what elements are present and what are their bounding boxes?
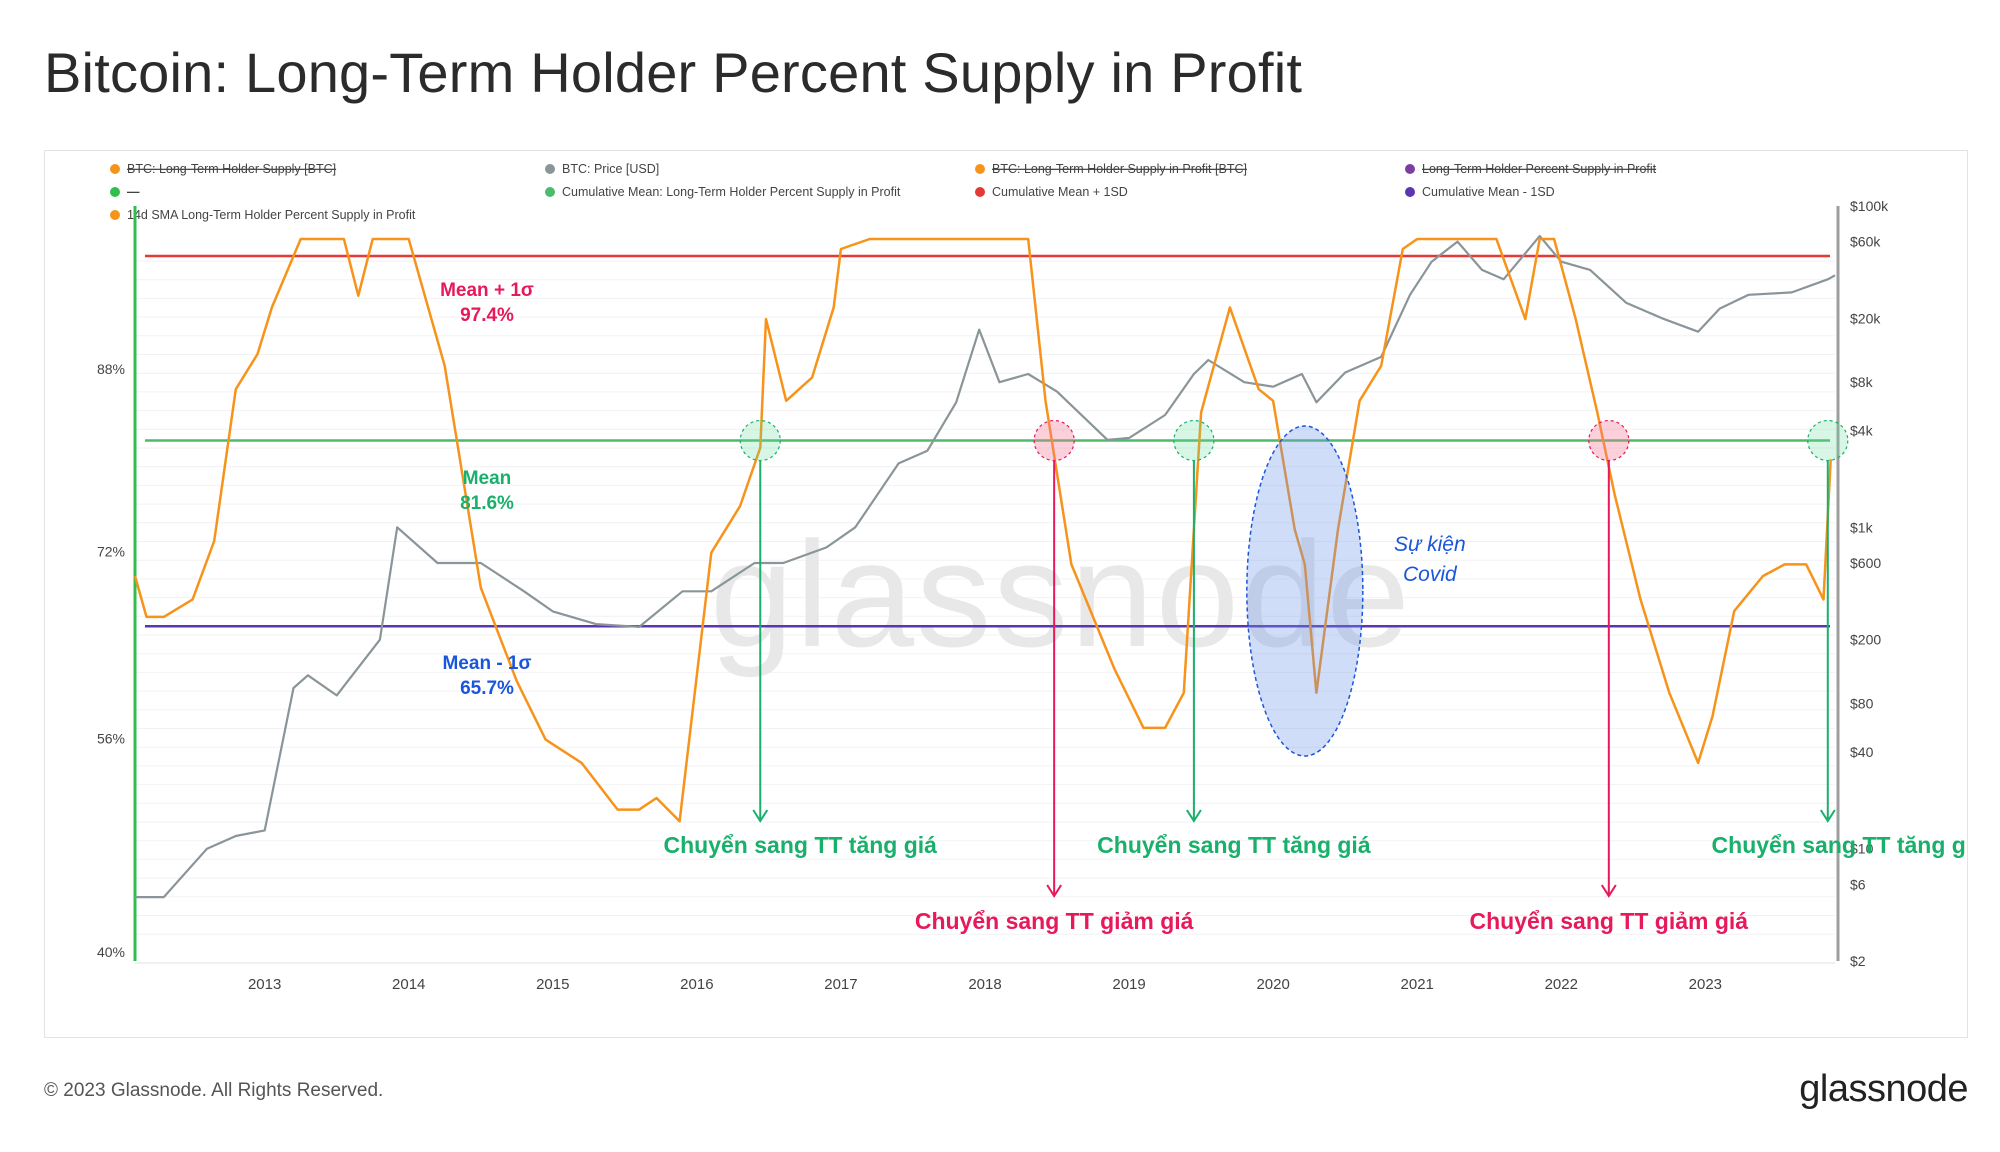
x-tick-label: 2013 [248, 976, 281, 993]
legend-marker [110, 210, 120, 220]
x-tick-label: 2019 [1112, 976, 1145, 993]
signal-arrow-head [1600, 884, 1617, 898]
page-title: Bitcoin: Long-Term Holder Percent Supply… [44, 41, 1303, 104]
signal-bull: Chuyển sang TT tăng giá [664, 419, 938, 858]
legend-marker [110, 164, 120, 174]
signal-bear: Chuyển sang TT giảm giá [1470, 419, 1749, 934]
y-right-tick-label: $80 [1850, 696, 1874, 712]
legend-marker [1405, 164, 1415, 174]
x-tick-label: 2014 [392, 976, 425, 993]
covid-label-line2: Covid [1403, 563, 1458, 586]
signal-label: Chuyển sang TT tăng giá [664, 832, 938, 858]
legend-label: 14d SMA Long-Term Holder Percent Supply … [127, 208, 416, 222]
legend-label: Cumulative Mean: Long-Term Holder Percen… [562, 185, 901, 199]
y-left-tick-label: 56% [97, 731, 125, 747]
signal-marker-circle [1588, 419, 1630, 462]
signal-bull: Chuyển sang TT tăng giá [1097, 419, 1371, 858]
glassnode-logo: glassnode [1799, 1068, 1968, 1110]
legend-marker [975, 187, 985, 197]
signal-label: Chuyển sang TT tăng giá [1097, 832, 1371, 858]
y-right-tick-label: $200 [1850, 632, 1881, 648]
legend-item: 14d SMA Long-Term Holder Percent Supply … [110, 208, 416, 222]
legend-item: Cumulative Mean: Long-Term Holder Percen… [545, 185, 901, 199]
y-right-tick-label: $60k [1850, 234, 1881, 250]
signal-marker-circle [1173, 419, 1215, 462]
level-annotation-mean: Mean 81.6% [460, 468, 514, 514]
signal-arrow-head [1819, 809, 1836, 823]
legend-item: Long-Term Holder Percent Supply in Profi… [1405, 162, 1657, 176]
chart-frame: glassnode BTC: Long-Term Holder Supply [B… [44, 150, 1968, 1038]
x-tick-label: 2021 [1401, 976, 1434, 993]
signal-marker-circle [1807, 419, 1849, 462]
signal-arrow-head [1186, 809, 1202, 823]
level-annotation-value: 81.6% [460, 493, 514, 514]
signal-label: Chuyển sang TT tăng giá [1712, 832, 1967, 858]
y-right-tick-label: $100k [1850, 198, 1889, 214]
signal-label: Chuyển sang TT giảm giá [1470, 908, 1749, 934]
lth-percent-profit-line [133, 237, 1832, 823]
legend-item: — [110, 185, 140, 199]
legend: BTC: Long-Term Holder Supply [BTC] BTC: P… [110, 162, 1657, 222]
level-annotation-title: Mean + 1σ [440, 280, 534, 301]
covid-label-line1: Sự kiện [1394, 533, 1466, 556]
level-annotation-value: 97.4% [460, 305, 514, 326]
legend-item: Cumulative Mean - 1SD [1405, 185, 1555, 199]
legend-marker [545, 164, 555, 174]
signal-bull: Chuyển sang TT tăng giá [1712, 419, 1967, 858]
legend-label: — [127, 185, 140, 199]
y-left-tick-label: 88% [97, 361, 125, 377]
legend-label: Long-Term Holder Percent Supply in Profi… [1422, 162, 1657, 176]
signal-marker-circle [1033, 419, 1075, 462]
legend-marker [975, 164, 985, 174]
grid-lines [135, 260, 1835, 935]
legend-label: BTC: Price [USD] [562, 162, 659, 176]
y-right-tick-label: $40 [1850, 744, 1874, 760]
level-annotation-plus: Mean + 1σ 97.4% [440, 280, 534, 326]
signal-marker-circle [739, 419, 781, 462]
y-right-tick-label: $20k [1850, 310, 1881, 326]
signal-arrow-head [1046, 884, 1062, 898]
y-right-tick-label: $10 [1850, 841, 1874, 857]
signal-arrow-head [752, 809, 769, 823]
chart-svg: glassnode BTC: Long-Term Holder Supply [B… [97, 162, 1967, 993]
x-tick-label: 2020 [1256, 976, 1289, 993]
level-annotation-title: Mean - 1σ [442, 653, 531, 674]
covid-ellipse [1246, 425, 1364, 757]
legend-marker [545, 187, 555, 197]
legend-label: BTC: Long-Term Holder Supply [BTC] [127, 162, 336, 176]
legend-item: BTC: Price [USD] [545, 162, 659, 176]
x-tick-label: 2022 [1545, 976, 1578, 993]
y-right-tick-label: $600 [1850, 555, 1881, 571]
y-right-tick-label: $8k [1850, 374, 1874, 390]
level-annotation-minus: Mean - 1σ 65.7% [442, 653, 531, 699]
level-annotation-value: 65.7% [460, 678, 514, 699]
watermark: glassnode [710, 510, 1412, 678]
y-right-tick-label: $2 [1850, 953, 1866, 969]
x-tick-label: 2016 [680, 976, 713, 993]
y-right-tick-label: $6 [1850, 876, 1866, 892]
legend-label: Cumulative Mean + 1SD [992, 185, 1128, 199]
signal-bear: Chuyển sang TT giảm giá [915, 419, 1194, 934]
copyright-text: © 2023 Glassnode. All Rights Reserved. [44, 1080, 384, 1101]
legend-label: BTC: Long-Term Holder Supply in Profit [… [992, 162, 1247, 176]
x-tick-label: 2015 [536, 976, 569, 993]
y-right-tick-label: $4k [1850, 423, 1874, 439]
level-annotation-title: Mean [463, 468, 512, 489]
y-left-tick-label: 72% [97, 544, 125, 560]
legend-item: BTC: Long-Term Holder Supply in Profit [… [975, 162, 1247, 176]
signal-label: Chuyển sang TT giảm giá [915, 908, 1194, 934]
legend-item: Cumulative Mean + 1SD [975, 185, 1128, 199]
x-tick-label: 2023 [1689, 976, 1722, 993]
x-tick-label: 2017 [824, 976, 857, 993]
legend-item: BTC: Long-Term Holder Supply [BTC] [110, 162, 336, 176]
legend-label: Cumulative Mean - 1SD [1422, 185, 1555, 199]
x-tick-label: 2018 [968, 976, 1001, 993]
legend-marker [110, 187, 120, 197]
y-right-tick-label: $1k [1850, 519, 1874, 535]
legend-marker [1405, 187, 1415, 197]
y-left-tick-label: 40% [97, 944, 125, 960]
